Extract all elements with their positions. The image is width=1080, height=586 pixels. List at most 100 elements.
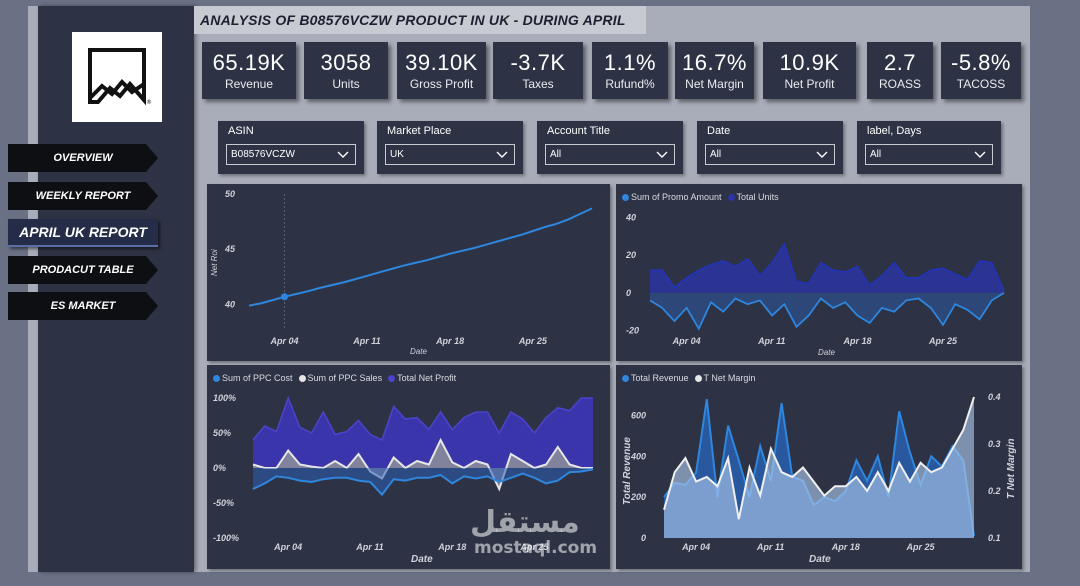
filter-label: ASIN [228, 125, 254, 137]
account-title-dropdown[interactable]: All [545, 144, 675, 165]
kpi-value: 1.1% [603, 50, 657, 75]
filter-label: label, Days [867, 125, 922, 137]
y-tick-label: -50% [213, 498, 234, 508]
kpi-label: Units [332, 77, 360, 91]
legend-label: Sum of PPC Sales [307, 373, 383, 383]
kpi-card-units: 3058 Units [304, 42, 388, 99]
filter-label-days: label, Days All [857, 121, 1001, 174]
chevron-down-icon [496, 151, 508, 158]
chevron-down-icon [656, 151, 668, 158]
dropdown-value: All [710, 149, 722, 160]
legend-item: Total Net Profit [388, 373, 456, 383]
asin-dropdown[interactable]: B08576VCZW [226, 144, 356, 165]
kpi-value: 10.9K [779, 50, 840, 75]
watermark: مستقل mostaql.com [470, 505, 597, 559]
legend-item: Sum of PPC Cost [213, 373, 293, 383]
x-axis-title: Date [818, 348, 835, 357]
kpi-label: Net Profit [784, 77, 835, 91]
x-axis-title: Date [410, 347, 427, 356]
x-tick-label: Apr 04 [269, 336, 298, 346]
nav-es-market[interactable]: ES MARKET [8, 292, 158, 320]
legend-label: Total Units [736, 192, 779, 202]
kpi-label: Rufund% [605, 77, 655, 91]
y-tick-label: 0 [641, 533, 646, 543]
kpi-value: 3058 [320, 50, 372, 75]
x-tick-label: Apr 18 [843, 336, 872, 346]
filter-label: Market Place [387, 125, 452, 137]
filter-label: Account Title [547, 125, 610, 137]
nav-overview[interactable]: OVERVIEW [8, 144, 158, 172]
kpi-card-roass: 2.7 ROASS [867, 42, 933, 99]
kpi-value: 2.7 [883, 50, 917, 75]
watermark-arabic: مستقل [470, 505, 580, 540]
total-units-area [650, 243, 1004, 293]
x-axis-title: Date [809, 554, 831, 565]
legend-item: Sum of PPC Sales [298, 373, 383, 383]
legend-dot [388, 375, 396, 383]
svg-text:®: ® [146, 99, 152, 106]
dropdown-value: UK [390, 149, 404, 160]
ppc-cost-area [253, 468, 593, 495]
y-tick-label: 45 [224, 244, 236, 254]
chart-legend: Total Revenue T Net Margin [622, 373, 755, 383]
x-tick-label: Apr 25 [519, 542, 549, 552]
chart-ppc[interactable]: 100% 50% 0% -50% -100% Apr 04 Apr 11 Apr 18 Apr … [207, 365, 610, 569]
y-tick-label: 600 [631, 410, 646, 420]
y-tick-label: 40 [625, 212, 636, 222]
legend-label: Sum of Promo Amount [631, 192, 722, 202]
x-tick-label: Apr 11 [756, 542, 784, 552]
nav-prodacut-table[interactable]: PRODACUT TABLE [8, 256, 158, 284]
chevron-down-icon [974, 151, 986, 158]
y2-tick-label: 0.1 [988, 533, 1001, 543]
filter-date: Date All [697, 121, 843, 174]
kpi-label: Net Margin [685, 77, 744, 91]
nav-label: WEEKLY REPORT [35, 190, 131, 202]
sidebar: ® [38, 6, 194, 572]
y-tick-label: -20 [626, 326, 639, 336]
y-tick-label: 0% [213, 463, 226, 473]
chart-legend: Sum of Promo Amount Total Units [622, 192, 779, 202]
chart-revenue-margin[interactable]: 0 200 400 600 0.1 0.2 0.3 0.4 Apr 04 Apr 11 Apr 18… [616, 365, 1022, 569]
y-axis-title: Net Roi [210, 249, 219, 276]
chevron-down-icon [337, 151, 349, 158]
legend-dot [727, 194, 735, 202]
ppc-svg: 100% 50% 0% -50% -100% Apr 04 Apr 11 Apr 18 Apr … [213, 393, 594, 565]
net-roi-line [248, 207, 593, 307]
y-tick-label: 20 [625, 250, 636, 260]
legend-dot [622, 375, 629, 383]
y2-tick-label: 0.2 [988, 486, 1001, 496]
x-tick-label: Apr 04 [273, 542, 302, 552]
nav-label: PRODACUT TABLE [32, 264, 134, 276]
kpi-card-refund: 1.1% Rufund% [592, 42, 668, 99]
label-days-dropdown[interactable]: All [865, 144, 993, 165]
kpi-card-revenue: 65.19K Revenue [202, 42, 296, 99]
kpi-card-tacoss: -5.8% TACOSS [941, 42, 1021, 99]
kpi-value: 39.10K [405, 50, 478, 75]
x-tick-label: Apr 18 [435, 336, 464, 346]
kpi-card-taxes: -3.7K Taxes [493, 42, 583, 99]
kpi-value: 65.19K [212, 50, 286, 75]
kpi-value: -5.8% [951, 50, 1011, 75]
date-dropdown[interactable]: All [705, 144, 835, 165]
total-units-line [650, 241, 1005, 292]
nav-april-uk-report[interactable]: APRIL UK REPORT [8, 219, 158, 247]
x-tick-label: Apr 25 [518, 336, 548, 346]
kpi-value: -3.7K [510, 50, 566, 75]
promo-amount-line [649, 292, 1005, 331]
nav-weekly-report[interactable]: WEEKLY REPORT [8, 182, 158, 210]
kpi-label: TACOSS [956, 77, 1006, 91]
market-place-dropdown[interactable]: UK [385, 144, 515, 165]
filter-asin: ASIN B08576VCZW [218, 121, 364, 174]
net-profit-area [253, 398, 593, 468]
chart-promo-units[interactable]: -20 0 20 40 Apr 04 Apr 11 Apr 18 Apr 25 Date Sum… [616, 184, 1022, 361]
legend-dot [213, 375, 220, 383]
chart-net-roi[interactable]: 40 45 50 Apr 04 Apr 11 Apr 18 Apr 25 Date Net Ro… [207, 184, 610, 361]
legend-label: Total Net Profit [397, 373, 457, 383]
dropdown-value: All [550, 149, 562, 160]
y-tick-label: 400 [630, 451, 646, 461]
legend-dot [298, 375, 306, 383]
y2-axis-title: T Net Margin [1006, 438, 1017, 499]
legend-item: Sum of Promo Amount [622, 192, 722, 202]
ppc-sales-line [252, 437, 593, 492]
legend-item: T Net Margin [694, 373, 755, 383]
